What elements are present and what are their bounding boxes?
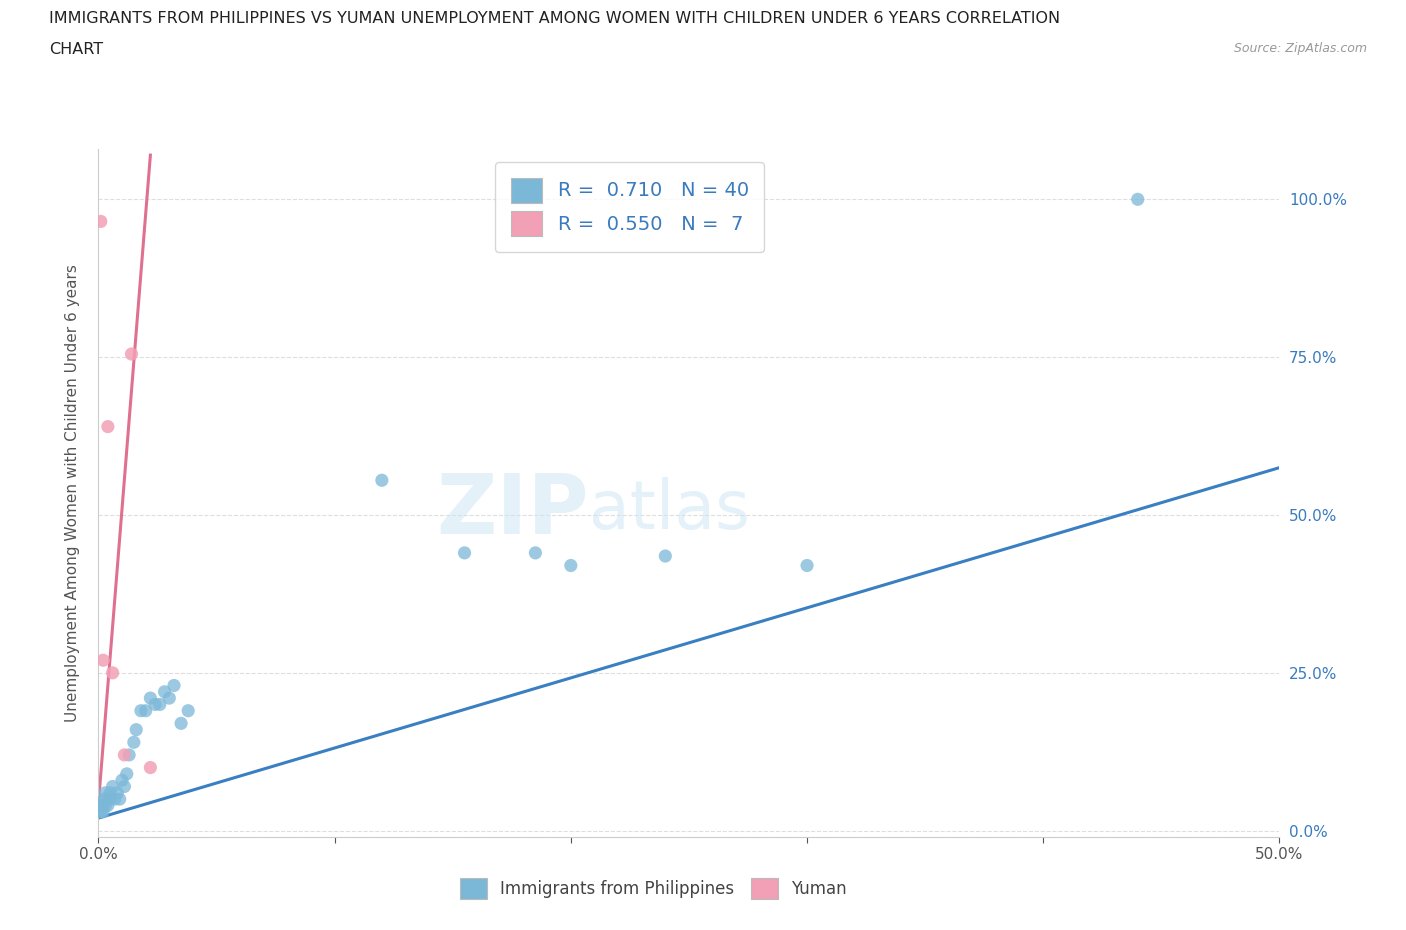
Point <box>170 716 193 731</box>
Point <box>91 653 114 668</box>
Point <box>371 472 394 487</box>
Point <box>90 214 112 229</box>
Point <box>129 703 152 718</box>
Point <box>177 703 200 718</box>
Text: ZIP: ZIP <box>436 470 589 551</box>
Point <box>93 791 115 806</box>
Legend: Immigrants from Philippines, Yuman: Immigrants from Philippines, Yuman <box>451 870 855 908</box>
Point <box>143 697 166 711</box>
Point <box>104 791 127 806</box>
Text: CHART: CHART <box>49 42 103 57</box>
Point <box>560 558 582 573</box>
Point <box>118 748 141 763</box>
Point <box>125 723 148 737</box>
Point <box>654 549 676 564</box>
Text: atlas: atlas <box>589 477 749 543</box>
Point <box>1126 192 1149 206</box>
Point <box>796 558 818 573</box>
Point <box>163 678 186 693</box>
Point <box>94 798 117 813</box>
Point <box>89 804 111 819</box>
Point <box>153 684 176 699</box>
Point <box>139 691 162 706</box>
Point <box>157 691 180 706</box>
Point <box>101 779 124 794</box>
Point <box>91 804 114 819</box>
Point <box>91 798 114 813</box>
Point <box>97 791 120 806</box>
Point <box>108 791 131 806</box>
Point <box>139 760 162 775</box>
Point <box>121 347 143 362</box>
Point <box>112 748 135 763</box>
Point <box>98 785 121 800</box>
Point <box>98 791 121 806</box>
Point <box>112 779 135 794</box>
Point <box>101 665 124 680</box>
Point <box>122 735 145 750</box>
Point <box>90 804 112 819</box>
Point <box>111 773 134 788</box>
Text: IMMIGRANTS FROM PHILIPPINES VS YUMAN UNEMPLOYMENT AMONG WOMEN WITH CHILDREN UNDE: IMMIGRANTS FROM PHILIPPINES VS YUMAN UNE… <box>49 11 1060 26</box>
Point <box>90 798 112 813</box>
Point <box>524 545 547 560</box>
Point <box>94 785 117 800</box>
Point <box>115 766 138 781</box>
Y-axis label: Unemployment Among Women with Children Under 6 years: Unemployment Among Women with Children U… <box>65 264 80 722</box>
Point <box>135 703 157 718</box>
Point <box>453 545 475 560</box>
Point <box>149 697 172 711</box>
Point <box>91 798 114 813</box>
Point <box>97 419 120 434</box>
Point <box>105 785 128 800</box>
Text: Source: ZipAtlas.com: Source: ZipAtlas.com <box>1233 42 1367 55</box>
Point <box>97 798 120 813</box>
